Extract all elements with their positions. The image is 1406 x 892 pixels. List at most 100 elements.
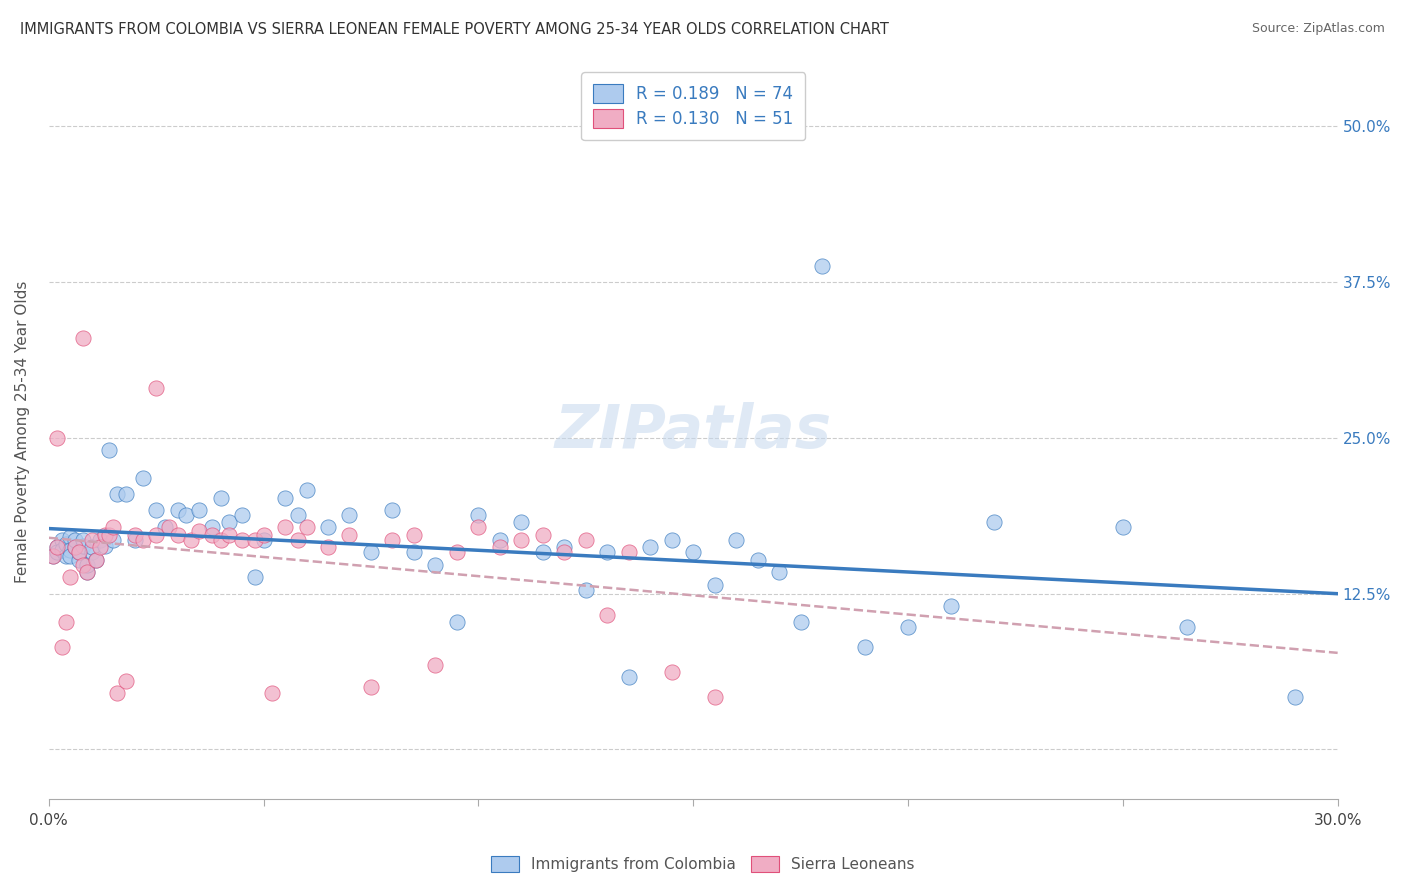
Point [132, 470, 155, 484]
Point [89, 533, 111, 547]
Point [682, 545, 704, 559]
Point [287, 533, 309, 547]
Point [115, 487, 138, 501]
Point [789, 615, 811, 629]
Point [316, 520, 339, 534]
Point [124, 533, 146, 547]
Point [80, 541, 103, 555]
Point [575, 582, 598, 597]
Point [63, 541, 86, 555]
Point [84, 553, 107, 567]
Point [124, 528, 146, 542]
Point [811, 259, 834, 273]
Point [617, 670, 640, 684]
Point [59, 542, 82, 557]
Point [725, 533, 748, 547]
Point [274, 520, 297, 534]
Point [243, 570, 266, 584]
Point [42, 549, 65, 563]
Point [46, 541, 69, 555]
Text: ZIPatlas: ZIPatlas [554, 402, 832, 461]
Point [218, 528, 240, 542]
Point [84, 553, 107, 567]
Point [209, 533, 232, 547]
Point [231, 508, 253, 522]
Point [157, 520, 180, 534]
Point [55, 615, 77, 629]
Y-axis label: Female Poverty Among 25-34 Year Olds: Female Poverty Among 25-34 Year Olds [15, 280, 30, 582]
Point [67, 553, 90, 567]
Point [76, 566, 98, 580]
Point [46, 431, 69, 445]
Point [381, 533, 404, 547]
Point [489, 541, 512, 555]
Point [76, 558, 98, 572]
Point [1112, 520, 1135, 534]
Point [287, 508, 309, 522]
Point [107, 686, 129, 700]
Point [295, 483, 318, 497]
Point [93, 539, 115, 553]
Point [467, 520, 489, 534]
Point [747, 553, 769, 567]
Point [67, 545, 90, 559]
Point [402, 528, 425, 542]
Point [897, 620, 920, 634]
Point [80, 533, 103, 547]
Point [243, 533, 266, 547]
Text: IMMIGRANTS FROM COLOMBIA VS SIERRA LEONEAN FEMALE POVERTY AMONG 25-34 YEAR OLDS : IMMIGRANTS FROM COLOMBIA VS SIERRA LEONE… [20, 22, 889, 37]
Point [46, 545, 69, 559]
Point [983, 516, 1005, 530]
Point [46, 541, 69, 555]
Point [55, 536, 77, 550]
Point [166, 503, 188, 517]
Point [145, 528, 167, 542]
Point [295, 520, 318, 534]
Point [638, 541, 661, 555]
Point [596, 607, 619, 622]
Point [107, 487, 129, 501]
Point [201, 520, 224, 534]
Point [402, 545, 425, 559]
Point [188, 503, 211, 517]
Point [446, 615, 468, 629]
Point [59, 531, 82, 545]
Point [145, 381, 167, 395]
Point [853, 640, 876, 654]
Legend: Immigrants from Colombia, Sierra Leoneans: Immigrants from Colombia, Sierra Leonean… [484, 848, 922, 880]
Point [115, 673, 138, 688]
Point [201, 528, 224, 542]
Point [51, 640, 73, 654]
Point [51, 542, 73, 557]
Point [360, 680, 382, 694]
Point [510, 516, 533, 530]
Point [446, 545, 468, 559]
Point [103, 520, 125, 534]
Point [617, 545, 640, 559]
Point [339, 528, 361, 542]
Point [360, 545, 382, 559]
Point [55, 549, 77, 563]
Point [218, 516, 240, 530]
Point [72, 331, 94, 345]
Point [661, 533, 683, 547]
Point [575, 533, 598, 547]
Point [316, 541, 339, 555]
Point [209, 491, 232, 505]
Point [59, 549, 82, 563]
Point [42, 549, 65, 563]
Point [97, 443, 120, 458]
Point [72, 533, 94, 547]
Point [661, 665, 683, 679]
Point [425, 558, 447, 572]
Point [166, 528, 188, 542]
Point [252, 528, 274, 542]
Point [596, 545, 619, 559]
Point [72, 558, 94, 572]
Legend: R = 0.189   N = 74, R = 0.130   N = 51: R = 0.189 N = 74, R = 0.130 N = 51 [581, 72, 806, 140]
Point [174, 508, 197, 522]
Point [63, 533, 86, 547]
Point [510, 533, 533, 547]
Point [339, 508, 361, 522]
Point [262, 686, 284, 700]
